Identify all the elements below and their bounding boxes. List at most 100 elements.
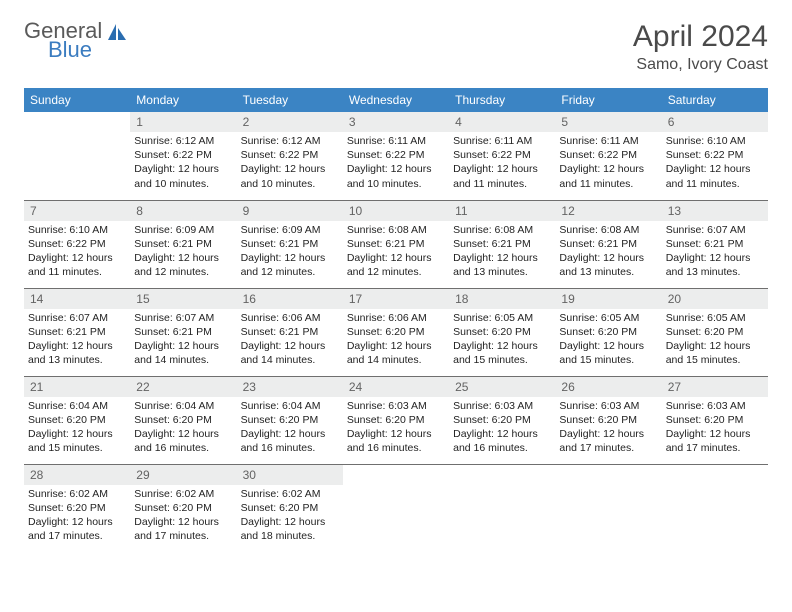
weekday-header: Wednesday [343,88,449,112]
day-content: Sunrise: 6:03 AMSunset: 6:20 PMDaylight:… [555,397,661,460]
day-content: Sunrise: 6:10 AMSunset: 6:22 PMDaylight:… [24,221,130,284]
day-content: Sunrise: 6:12 AMSunset: 6:22 PMDaylight:… [237,132,343,195]
day-content: Sunrise: 6:05 AMSunset: 6:20 PMDaylight:… [555,309,661,372]
day-content: Sunrise: 6:06 AMSunset: 6:21 PMDaylight:… [237,309,343,372]
calendar-cell: 7Sunrise: 6:10 AMSunset: 6:22 PMDaylight… [24,200,130,288]
calendar-cell: 11Sunrise: 6:08 AMSunset: 6:21 PMDayligh… [449,200,555,288]
calendar-cell: 20Sunrise: 6:05 AMSunset: 6:20 PMDayligh… [662,288,768,376]
calendar-cell: 17Sunrise: 6:06 AMSunset: 6:20 PMDayligh… [343,288,449,376]
calendar-cell: 3Sunrise: 6:11 AMSunset: 6:22 PMDaylight… [343,112,449,200]
day-content: Sunrise: 6:03 AMSunset: 6:20 PMDaylight:… [343,397,449,460]
header: General Blue April 2024 Samo, Ivory Coas… [24,20,768,74]
calendar-cell: 15Sunrise: 6:07 AMSunset: 6:21 PMDayligh… [130,288,236,376]
day-content: Sunrise: 6:02 AMSunset: 6:20 PMDaylight:… [237,485,343,548]
day-number: 7 [24,201,130,221]
day-number: 1 [130,112,236,132]
day-number: 23 [237,377,343,397]
weekday-header: Saturday [662,88,768,112]
day-number: 11 [449,201,555,221]
calendar-row: 28Sunrise: 6:02 AMSunset: 6:20 PMDayligh… [24,464,768,552]
day-number: 10 [343,201,449,221]
location: Samo, Ivory Coast [633,56,768,74]
day-content: Sunrise: 6:11 AMSunset: 6:22 PMDaylight:… [343,132,449,195]
day-number: 25 [449,377,555,397]
day-number: 24 [343,377,449,397]
calendar-cell: 28Sunrise: 6:02 AMSunset: 6:20 PMDayligh… [24,464,130,552]
day-content: Sunrise: 6:05 AMSunset: 6:20 PMDaylight:… [449,309,555,372]
day-number: 26 [555,377,661,397]
day-number: 8 [130,201,236,221]
weekday-header: Thursday [449,88,555,112]
day-number: 30 [237,465,343,485]
day-number: 29 [130,465,236,485]
sail-icon [106,22,128,49]
calendar-cell: 5Sunrise: 6:11 AMSunset: 6:22 PMDaylight… [555,112,661,200]
day-number: 13 [662,201,768,221]
day-content: Sunrise: 6:04 AMSunset: 6:20 PMDaylight:… [24,397,130,460]
logo-blue: Blue [48,39,102,61]
day-content: Sunrise: 6:08 AMSunset: 6:21 PMDaylight:… [555,221,661,284]
day-content: Sunrise: 6:03 AMSunset: 6:20 PMDaylight:… [662,397,768,460]
weekday-header: Tuesday [237,88,343,112]
day-content: Sunrise: 6:11 AMSunset: 6:22 PMDaylight:… [449,132,555,195]
calendar-cell: 4Sunrise: 6:11 AMSunset: 6:22 PMDaylight… [449,112,555,200]
day-number: 15 [130,289,236,309]
day-content: Sunrise: 6:09 AMSunset: 6:21 PMDaylight:… [237,221,343,284]
logo: General Blue [24,20,128,61]
day-content: Sunrise: 6:10 AMSunset: 6:22 PMDaylight:… [662,132,768,195]
day-number: 28 [24,465,130,485]
calendar-cell: 8Sunrise: 6:09 AMSunset: 6:21 PMDaylight… [130,200,236,288]
day-content: Sunrise: 6:07 AMSunset: 6:21 PMDaylight:… [130,309,236,372]
weekday-header: Sunday [24,88,130,112]
calendar-row: 14Sunrise: 6:07 AMSunset: 6:21 PMDayligh… [24,288,768,376]
day-number: 20 [662,289,768,309]
calendar-cell: 12Sunrise: 6:08 AMSunset: 6:21 PMDayligh… [555,200,661,288]
day-content: Sunrise: 6:11 AMSunset: 6:22 PMDaylight:… [555,132,661,195]
day-content: Sunrise: 6:03 AMSunset: 6:20 PMDaylight:… [449,397,555,460]
day-content: Sunrise: 6:07 AMSunset: 6:21 PMDaylight:… [24,309,130,372]
day-number: 22 [130,377,236,397]
weekday-header: Friday [555,88,661,112]
calendar-cell: 21Sunrise: 6:04 AMSunset: 6:20 PMDayligh… [24,376,130,464]
calendar-cell: 1Sunrise: 6:12 AMSunset: 6:22 PMDaylight… [130,112,236,200]
day-number: 12 [555,201,661,221]
calendar-cell [343,464,449,552]
day-number: 9 [237,201,343,221]
day-number: 17 [343,289,449,309]
day-number: 3 [343,112,449,132]
calendar-cell: 29Sunrise: 6:02 AMSunset: 6:20 PMDayligh… [130,464,236,552]
day-number: 21 [24,377,130,397]
day-number: 16 [237,289,343,309]
day-content: Sunrise: 6:12 AMSunset: 6:22 PMDaylight:… [130,132,236,195]
day-number: 4 [449,112,555,132]
day-content: Sunrise: 6:07 AMSunset: 6:21 PMDaylight:… [662,221,768,284]
calendar-cell: 30Sunrise: 6:02 AMSunset: 6:20 PMDayligh… [237,464,343,552]
logo-text: General Blue [24,20,102,61]
calendar-cell [24,112,130,200]
calendar-cell [555,464,661,552]
calendar-cell: 23Sunrise: 6:04 AMSunset: 6:20 PMDayligh… [237,376,343,464]
weekday-row: SundayMondayTuesdayWednesdayThursdayFrid… [24,88,768,112]
day-content: Sunrise: 6:04 AMSunset: 6:20 PMDaylight:… [237,397,343,460]
day-number: 6 [662,112,768,132]
calendar-cell: 16Sunrise: 6:06 AMSunset: 6:21 PMDayligh… [237,288,343,376]
calendar-cell: 19Sunrise: 6:05 AMSunset: 6:20 PMDayligh… [555,288,661,376]
day-content: Sunrise: 6:09 AMSunset: 6:21 PMDaylight:… [130,221,236,284]
weekday-header: Monday [130,88,236,112]
day-number: 2 [237,112,343,132]
month-title: April 2024 [633,20,768,54]
day-content: Sunrise: 6:02 AMSunset: 6:20 PMDaylight:… [130,485,236,548]
calendar-cell: 27Sunrise: 6:03 AMSunset: 6:20 PMDayligh… [662,376,768,464]
calendar-cell: 6Sunrise: 6:10 AMSunset: 6:22 PMDaylight… [662,112,768,200]
calendar-body: 1Sunrise: 6:12 AMSunset: 6:22 PMDaylight… [24,112,768,552]
calendar-cell: 9Sunrise: 6:09 AMSunset: 6:21 PMDaylight… [237,200,343,288]
day-number: 14 [24,289,130,309]
title-block: April 2024 Samo, Ivory Coast [633,20,768,74]
calendar-cell [662,464,768,552]
day-content: Sunrise: 6:05 AMSunset: 6:20 PMDaylight:… [662,309,768,372]
calendar-row: 7Sunrise: 6:10 AMSunset: 6:22 PMDaylight… [24,200,768,288]
calendar-row: 21Sunrise: 6:04 AMSunset: 6:20 PMDayligh… [24,376,768,464]
calendar-row: 1Sunrise: 6:12 AMSunset: 6:22 PMDaylight… [24,112,768,200]
day-content: Sunrise: 6:06 AMSunset: 6:20 PMDaylight:… [343,309,449,372]
calendar-table: SundayMondayTuesdayWednesdayThursdayFrid… [24,88,768,552]
